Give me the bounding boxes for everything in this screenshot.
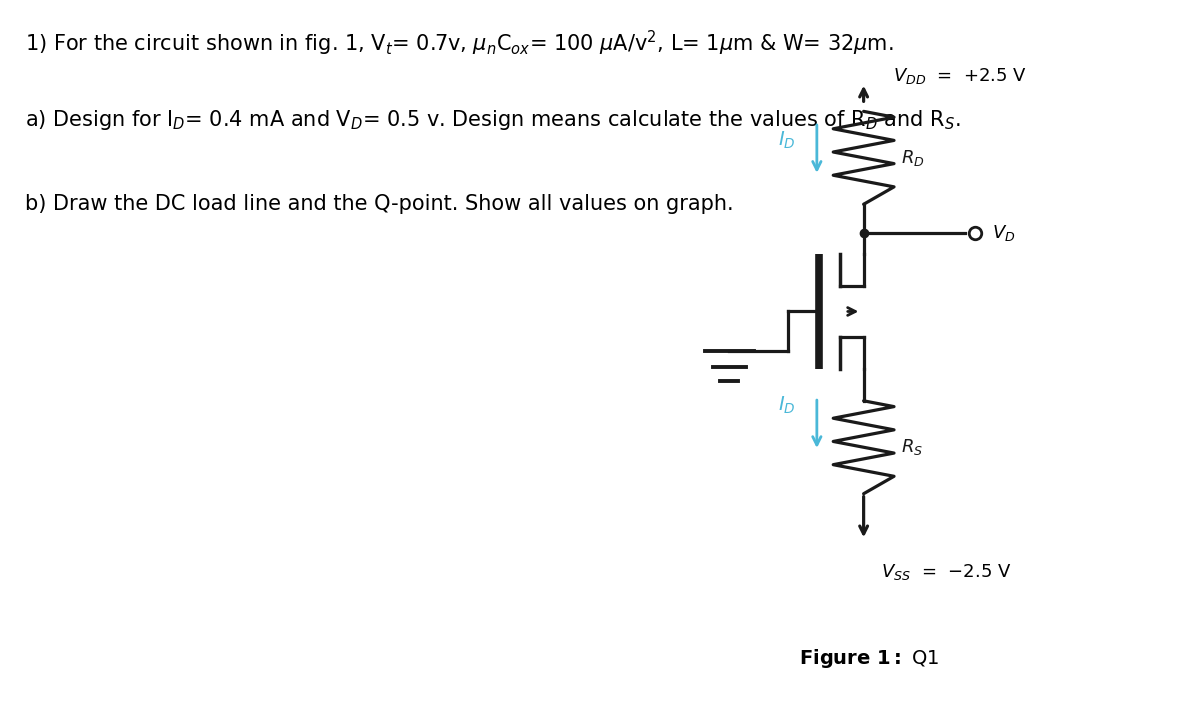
Text: $V_D$: $V_D$ [992, 223, 1015, 243]
Text: $I_D$: $I_D$ [779, 129, 796, 150]
Text: b) Draw the DC load line and the Q-point. Show all values on graph.: b) Draw the DC load line and the Q-point… [25, 194, 734, 213]
Text: $V_{DD}$  =  +2.5 V: $V_{DD}$ = +2.5 V [893, 66, 1027, 85]
Text: 1) For the circuit shown in fig. 1, V$_t$= 0.7v, $\mu_n$C$_{ox}$= 100 $\mu$A/v$^: 1) For the circuit shown in fig. 1, V$_t… [25, 29, 894, 59]
Text: $R_D$: $R_D$ [901, 147, 925, 168]
Text: $I_D$: $I_D$ [779, 395, 796, 416]
Text: a) Design for I$_D$= 0.4 mA and V$_D$= 0.5 v. Design means calculate the values : a) Design for I$_D$= 0.4 mA and V$_D$= 0… [25, 108, 961, 132]
Text: $\mathbf{Figure\ 1:}$ Q1: $\mathbf{Figure\ 1:}$ Q1 [799, 646, 940, 669]
Text: $R_S$: $R_S$ [901, 437, 923, 457]
Text: $V_{SS}$  =  $-$2.5 V: $V_{SS}$ = $-$2.5 V [881, 562, 1012, 581]
